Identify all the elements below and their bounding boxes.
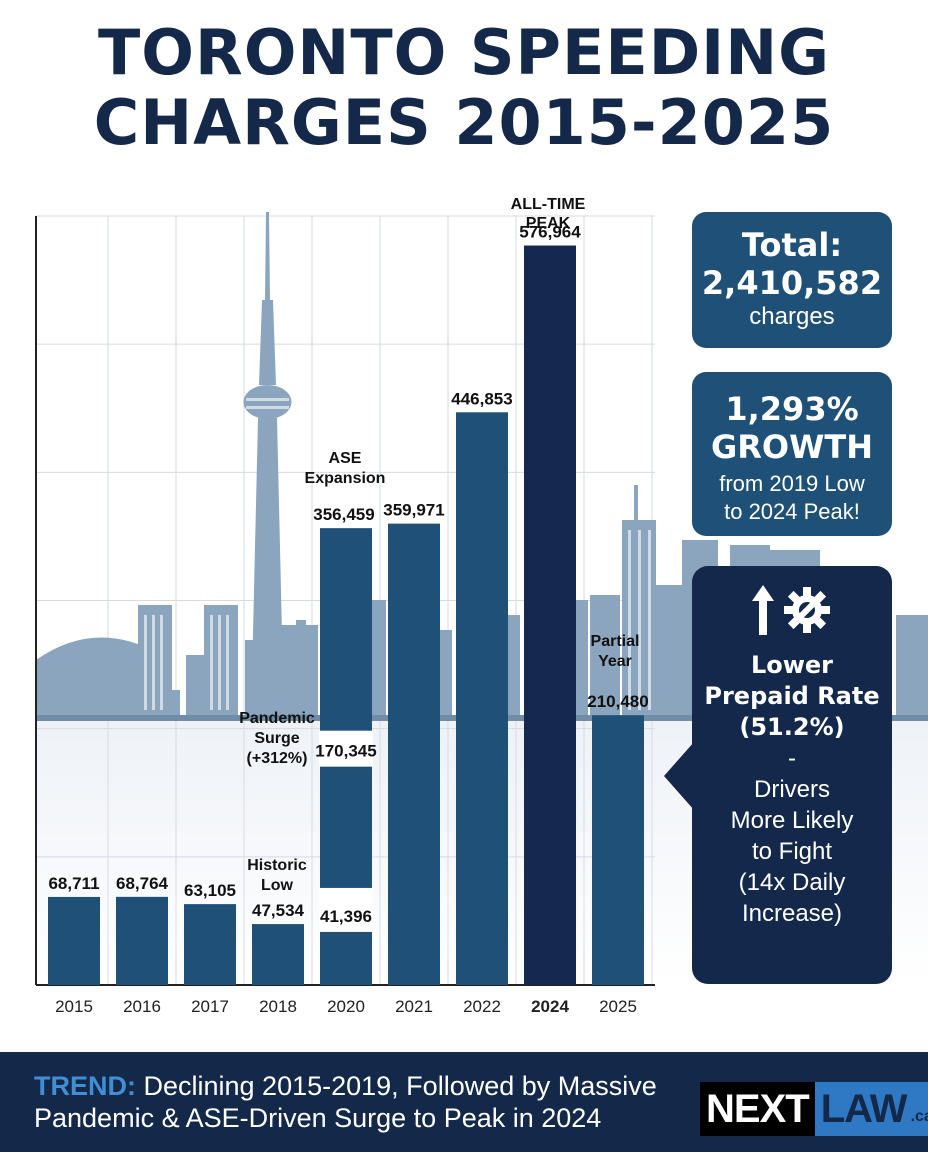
partial-year-line-2: Year — [598, 653, 632, 670]
prepaid-bold-2: Prepaid Rate — [704, 682, 880, 710]
value-label-2017: 63,105 — [184, 881, 236, 900]
x-tick-2024: 2024 — [531, 997, 569, 1016]
prepaid-text-4: (14x Daily — [738, 869, 846, 896]
historic-low-line-1: Historic — [247, 857, 307, 874]
prepaid-icons — [692, 584, 892, 636]
prepaid-bold-3: (51.2%) — [739, 713, 845, 741]
trend-label: TREND: — [34, 1071, 136, 1101]
value-label-2016: 68,764 — [116, 874, 169, 893]
value-labels: 68,711 68,764 63,105 47,534 41,396 170,345 356… — [48, 223, 648, 926]
bar-2020-gap-lower — [319, 887, 373, 932]
bar-2025 — [592, 715, 644, 985]
growth-detail-2: to 2024 Peak! — [724, 499, 860, 524]
title-line-2: CHARGES 2015-2025 — [93, 86, 835, 159]
title-line-1: TORONTO SPEEDING — [97, 16, 831, 89]
all-time-peak-line-1: ALL-TIME — [511, 196, 586, 213]
x-tick-2025: 2025 — [599, 997, 637, 1016]
value-label-2025: 210,480 — [587, 692, 648, 711]
bar-2021 — [388, 523, 440, 985]
x-tick-2020: 2020 — [327, 997, 365, 1016]
all-time-peak-line-2: PEAK — [526, 215, 571, 232]
up-arrow-icon — [752, 585, 774, 635]
bars — [48, 245, 644, 985]
value-label-2024: 576,964 — [519, 223, 581, 242]
value-label-2020-top: 356,459 — [313, 505, 374, 524]
bar-2015 — [48, 896, 100, 985]
partial-year-line-1: Partial — [591, 633, 640, 650]
gear-wrench-icon — [784, 587, 830, 633]
value-label-2021: 359,971 — [383, 501, 444, 520]
total-panel: Total: 2,410,582 charges — [692, 212, 892, 348]
value-label-2022: 446,853 — [451, 389, 512, 408]
x-tick-2017: 2017 — [191, 997, 229, 1016]
x-tick-2021: 2021 — [395, 997, 433, 1016]
total-value: 2,410,582 — [701, 264, 883, 302]
trend-text: TREND: Declining 2015-2019, Followed by … — [34, 1070, 694, 1134]
logo-part-next: NEXT — [700, 1082, 815, 1136]
prepaid-text-5: Increase) — [741, 900, 843, 927]
prepaid-dash: - — [788, 745, 796, 772]
prepaid-rate-panel: Lower Prepaid Rate (51.2%) - Drivers Mor… — [692, 566, 892, 984]
prepaid-text-3: to Fight — [751, 838, 833, 865]
skyline-windows — [144, 398, 651, 710]
pandemic-surge-line-2: Surge — [254, 730, 299, 747]
page-title: TORONTO SPEEDING CHARGES 2015-2025 — [0, 18, 928, 158]
growth-heading: GROWTH — [710, 428, 873, 466]
bar-2018 — [252, 924, 304, 985]
ase-expansion-line-1: ASE — [329, 450, 362, 467]
x-tick-2016: 2016 — [123, 997, 161, 1016]
pandemic-surge-line-3: (+312%) — [247, 750, 308, 767]
callout-pointer — [664, 742, 694, 810]
bar-2024 — [524, 245, 576, 985]
x-tick-labels: 2015 2016 2017 2018 2020 2021 2022 2024 2025 — [55, 997, 637, 1016]
total-heading: Total: — [741, 226, 843, 264]
annotations: Historic Low Pandemic Surge (+312%) ASE … — [239, 196, 639, 894]
growth-panel: 1,293% GROWTH from 2019 Low to 2024 Peak… — [692, 372, 892, 536]
trend-text-1: Declining 2015-2019, Followed by Massive — [136, 1071, 657, 1101]
logo-part-ca: .ca — [910, 1082, 928, 1136]
x-tick-2018: 2018 — [259, 997, 297, 1016]
value-label-2020-low: 41,396 — [320, 907, 372, 926]
growth-value: 1,293% — [725, 390, 859, 428]
value-label-2018: 47,534 — [252, 901, 305, 920]
value-label-2020-mid: 170,345 — [315, 742, 376, 761]
historic-low-line-2: Low — [261, 877, 294, 894]
trend-text-2: Pandemic & ASE-Driven Surge to Peak in 2… — [34, 1103, 602, 1133]
bar-2017 — [184, 904, 236, 985]
total-unit: charges — [749, 303, 835, 330]
ase-expansion-line-2: Expansion — [305, 470, 386, 487]
x-tick-2015: 2015 — [55, 997, 93, 1016]
growth-detail-1: from 2019 Low — [719, 471, 865, 496]
value-label-2015: 68,711 — [48, 874, 99, 893]
prepaid-text-2: More Likely — [730, 807, 854, 834]
prepaid-bold-1: Lower — [750, 651, 834, 679]
logo-part-law: LAW — [814, 1082, 911, 1136]
bar-2022 — [456, 412, 508, 985]
bar-2016 — [116, 896, 168, 985]
pandemic-surge-line-1: Pandemic — [239, 710, 315, 727]
prepaid-text-1: Drivers — [754, 776, 830, 803]
x-tick-2022: 2022 — [463, 997, 501, 1016]
bar-2020-gap-upper — [319, 730, 373, 767]
